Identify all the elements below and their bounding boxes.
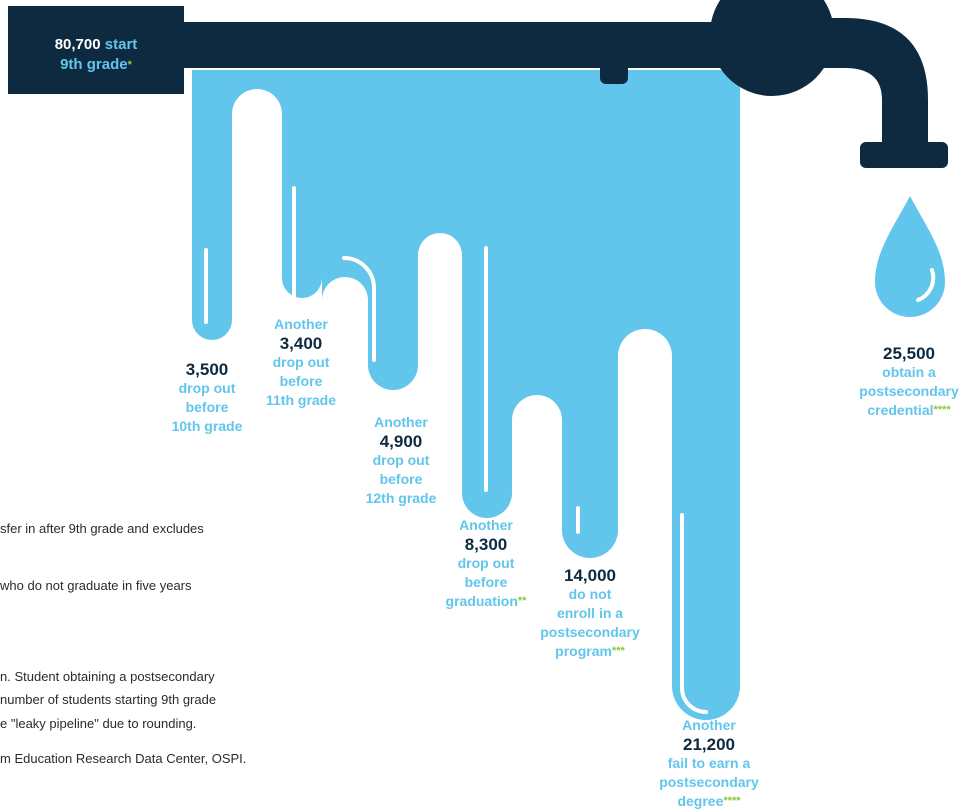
start-count-label: 80,700 start 9th grade* xyxy=(54,36,138,73)
result-label: 25,500 obtain a postsecondary credential… xyxy=(859,344,959,418)
step-label-5: 14,000 do not enroll in a postsecondary … xyxy=(540,566,640,659)
water-drop-icon xyxy=(875,196,945,317)
faucet-icon xyxy=(8,0,948,168)
footnote-line-1: sfer in after 9th grade and excludes xyxy=(0,521,204,536)
step-label-2: Another 3,400 drop out before 11th grade xyxy=(265,316,337,408)
footnote-line-2: who do not graduate in five years xyxy=(0,578,192,593)
footnote-line-3: n. Student obtaining a postsecondary xyxy=(0,669,215,684)
step-label-4: Another 8,300 drop out before graduation… xyxy=(445,517,527,609)
footnote-line-4: number of students starting 9th grade xyxy=(0,692,217,707)
footnote-line-6: m Education Research Data Center, OSPI. xyxy=(0,751,247,766)
step-label-6: Another 21,200 fail to earn a postsecond… xyxy=(659,717,759,809)
step-label-1: 3,500 drop out before 10th grade xyxy=(171,360,243,434)
pipeline-water xyxy=(185,70,740,720)
water-highlights xyxy=(204,186,708,714)
step-label-3: Another 4,900 drop out before 12th grade xyxy=(365,414,437,506)
footnote-line-5: e "leaky pipeline" due to rounding. xyxy=(0,716,197,731)
